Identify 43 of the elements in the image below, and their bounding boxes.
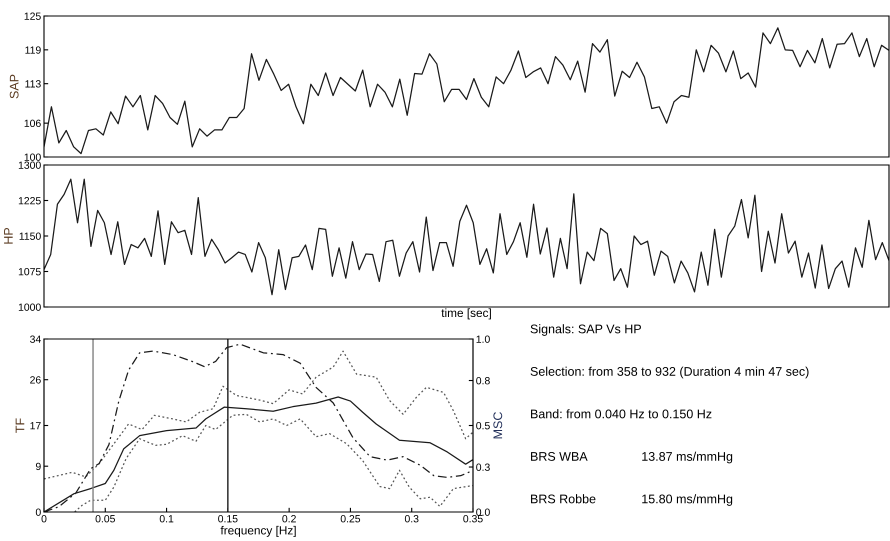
y2-tick-label: 1.0	[476, 336, 490, 343]
y-axis-title: TF	[16, 418, 24, 433]
y-tick-label: 17	[30, 422, 41, 430]
line-series	[44, 27, 889, 154]
y-tick-label: 26	[30, 376, 41, 384]
x-tick-label: 0.35	[463, 515, 483, 522]
x-tick-label: 0	[42, 515, 46, 522]
x-tick-label: 0.3	[404, 515, 418, 522]
line-series	[44, 178, 889, 296]
y-tick-label: 1150	[20, 232, 41, 240]
y2-tick-label: 0.3	[476, 464, 490, 471]
x-tick-label: 0.2	[282, 515, 296, 522]
y2-tick-label: 0.0	[476, 508, 490, 516]
y2-tick-label: 0.8	[476, 377, 490, 384]
y-tick-label: 113	[25, 80, 41, 88]
text: Signals: SAP Vs HP	[530, 324, 641, 336]
line-series	[44, 350, 473, 480]
y-tick-label: 1300	[18, 162, 41, 169]
text: BRS Robbe 15.80 ms/mmHg	[531, 494, 732, 506]
line-series	[74, 414, 473, 512]
x-tick-label: 0.15	[218, 515, 238, 522]
y2-axis-title: MSC	[493, 412, 502, 438]
y-tick-label: 34	[30, 336, 41, 343]
y-tick-label: 119	[25, 46, 41, 54]
y-tick-label: 106	[24, 120, 41, 128]
y-tick-label: 1000	[18, 304, 41, 311]
y-axis-title: SAP	[10, 74, 19, 98]
x-axis-title: frequency [Hz]	[220, 526, 296, 537]
text: Selection: from 358 to 932 (Duration 4 min 47 sec)	[530, 366, 809, 378]
y-tick-label: 125	[24, 12, 41, 20]
x-tick-label: 0.1	[160, 515, 174, 522]
text: Band: from 0.040 Hz to 0.150 Hz	[531, 409, 712, 418]
y-tick-label: 1075	[18, 268, 41, 276]
y2-tick-label: 0.5	[476, 422, 490, 430]
y-tick-label: 1225	[18, 197, 41, 204]
y-tick-label: 9	[36, 462, 41, 470]
x-tick-label: 0.05	[96, 515, 115, 522]
x-tick-label: 0.25	[340, 515, 360, 522]
y-axis-title: HP	[4, 228, 13, 244]
y-tick-label: 100	[24, 154, 41, 161]
y-tick-label: 0	[36, 508, 41, 516]
text: BRS WBA 13.87 ms/mmHg	[531, 452, 732, 464]
x-axis-title: time [sec]	[441, 308, 491, 320]
